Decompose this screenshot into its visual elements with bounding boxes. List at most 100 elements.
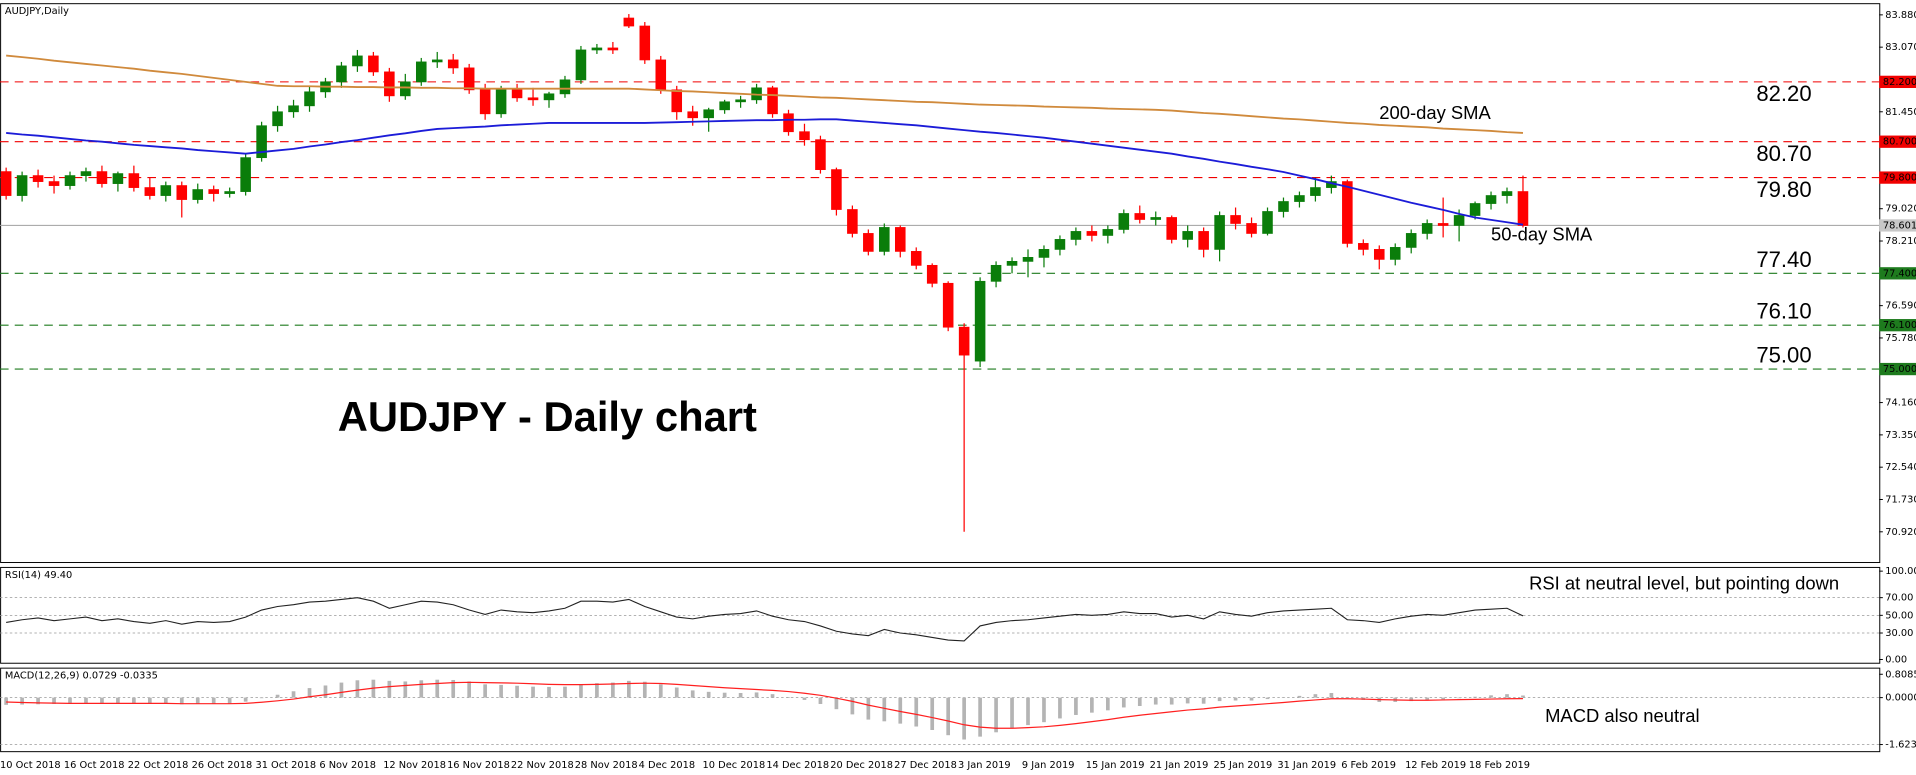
macd-bar bbox=[355, 680, 360, 698]
y-tick-label: 81.450 bbox=[1885, 107, 1916, 118]
candle-body bbox=[607, 47, 619, 51]
rsi-line bbox=[6, 597, 1524, 642]
macd-bar bbox=[802, 697, 807, 700]
level-axis-label: 79.800 bbox=[1883, 173, 1916, 184]
macd-bar bbox=[1217, 697, 1222, 702]
price-axis-label: 78.601 bbox=[1883, 220, 1916, 231]
macd-bar bbox=[1489, 695, 1493, 698]
y-tick-label: -1.6237 bbox=[1885, 740, 1916, 751]
macd-bar bbox=[1249, 697, 1254, 701]
macd-bar bbox=[467, 681, 472, 698]
macd-bar bbox=[1185, 697, 1190, 704]
x-tick-label: 12 Nov 2018 bbox=[383, 760, 446, 771]
macd-bar bbox=[754, 692, 759, 698]
level-axis-box bbox=[1879, 267, 1916, 280]
macd-bar bbox=[147, 697, 152, 704]
macd-bar bbox=[36, 697, 40, 705]
candle-body bbox=[415, 61, 427, 83]
candle-body bbox=[879, 227, 890, 252]
candle-body bbox=[958, 326, 970, 356]
x-tick-label: 31 Oct 2018 bbox=[255, 760, 316, 771]
level-axis-label: 82.200 bbox=[1883, 77, 1916, 88]
macd-bar bbox=[483, 684, 487, 698]
candle-body bbox=[926, 264, 938, 284]
candle-body bbox=[224, 191, 235, 194]
candle-body bbox=[703, 109, 714, 119]
candle-body bbox=[655, 59, 667, 91]
macd-bar bbox=[451, 679, 456, 698]
macd-bar bbox=[946, 697, 951, 736]
candle-body bbox=[910, 251, 922, 266]
y-tick-label: 73.350 bbox=[1885, 430, 1916, 441]
macd-bar bbox=[770, 694, 775, 698]
price-pane bbox=[0, 3, 1881, 564]
macd-bar bbox=[1409, 697, 1414, 702]
macd-bar bbox=[211, 697, 216, 704]
macd-bar bbox=[690, 690, 695, 698]
level-axis-box bbox=[1879, 319, 1916, 332]
pane-title: RSI(14) 49.40 bbox=[5, 570, 72, 581]
candle-body bbox=[352, 55, 363, 67]
macd-bar bbox=[1042, 697, 1046, 723]
candle-body bbox=[160, 185, 172, 196]
y-tick-label: 78.210 bbox=[1885, 236, 1916, 247]
macd-bar bbox=[323, 685, 328, 698]
macd-bar bbox=[1425, 697, 1430, 700]
candle-body bbox=[240, 157, 251, 192]
x-tick-label: 9 Jan 2019 bbox=[1022, 760, 1075, 771]
level-label: 82.20 bbox=[1756, 81, 1811, 106]
candle-body bbox=[447, 59, 459, 69]
candle-body bbox=[719, 101, 730, 111]
candle-body bbox=[96, 171, 108, 184]
macd-bar bbox=[403, 681, 408, 698]
candle-body bbox=[1022, 257, 1034, 262]
y-tick-label: 50.00 bbox=[1885, 610, 1913, 621]
x-tick-label: 14 Dec 2018 bbox=[766, 760, 829, 771]
y-tick-label: 74.160 bbox=[1885, 398, 1916, 409]
macd-bar bbox=[563, 686, 567, 698]
macd-bar bbox=[387, 680, 392, 698]
macd-bar bbox=[738, 692, 743, 698]
candle-body bbox=[368, 55, 379, 73]
macd-bar bbox=[595, 683, 599, 698]
signal-line bbox=[6, 681, 1523, 729]
y-tick-label: 30.00 bbox=[1885, 628, 1913, 639]
candle-body bbox=[767, 87, 778, 115]
annotation: MACD also neutral bbox=[1545, 705, 1699, 726]
macd-bar bbox=[259, 697, 264, 699]
macd-bar bbox=[1297, 695, 1302, 698]
macd-bar bbox=[132, 697, 136, 704]
annotation: AUDJPY - Daily chart bbox=[338, 393, 757, 440]
candle-body bbox=[176, 185, 188, 200]
macd-bar bbox=[1153, 697, 1158, 705]
macd-bar bbox=[195, 697, 200, 704]
macd-bar bbox=[1137, 697, 1142, 707]
x-tick-label: 25 Jan 2019 bbox=[1213, 760, 1272, 771]
candle-body bbox=[639, 25, 651, 61]
candle-body bbox=[1453, 215, 1465, 226]
candle-body bbox=[32, 175, 44, 182]
candle-body bbox=[783, 113, 794, 133]
macd-bar bbox=[579, 684, 583, 698]
x-tick-label: 3 Jan 2019 bbox=[958, 760, 1011, 771]
candle-body bbox=[304, 91, 315, 107]
candle-body bbox=[1342, 181, 1353, 244]
candle-body bbox=[288, 105, 299, 113]
sma-line bbox=[6, 54, 1524, 134]
macd-bar bbox=[275, 694, 280, 698]
macd-bar bbox=[1505, 694, 1509, 698]
y-tick-label: 79.020 bbox=[1885, 204, 1916, 215]
macd-bar bbox=[1313, 694, 1318, 698]
candle-body bbox=[1469, 203, 1481, 216]
candle-body bbox=[495, 89, 507, 115]
candle-body bbox=[527, 97, 539, 101]
macd-bar bbox=[1473, 696, 1477, 698]
candle-body bbox=[1485, 195, 1497, 204]
macd-bar bbox=[722, 692, 727, 698]
macd-bar bbox=[1345, 697, 1350, 698]
macd-bar bbox=[834, 697, 839, 710]
candle-body bbox=[671, 89, 683, 113]
macd-bar bbox=[994, 697, 998, 733]
macd-bar bbox=[1105, 697, 1110, 711]
